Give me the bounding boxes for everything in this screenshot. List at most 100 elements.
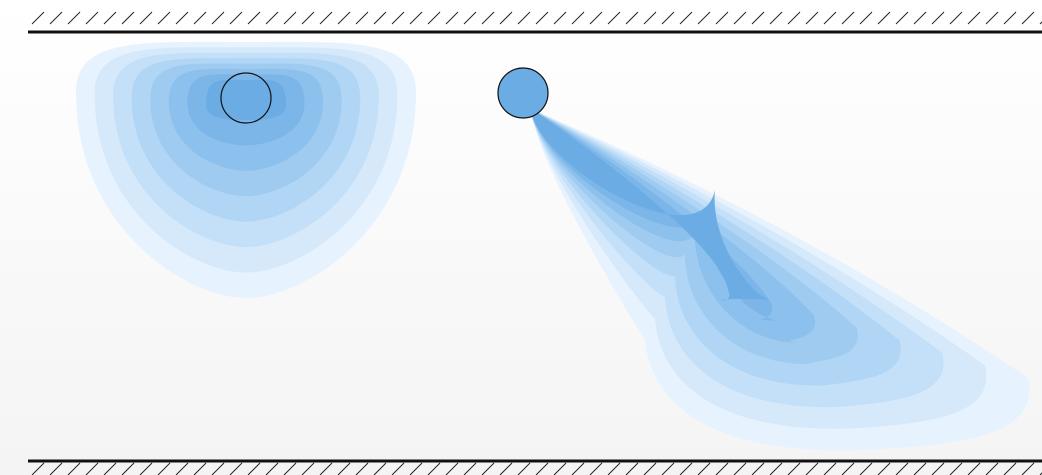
hatch-line [445, 11, 459, 25]
hatch-line [877, 11, 891, 25]
hatch-line [49, 462, 63, 475]
hatch-line [607, 462, 621, 475]
hatch-line [787, 11, 801, 25]
hatch-line [607, 11, 621, 25]
hatch-line [337, 11, 351, 25]
bottom-wall-hatching [31, 462, 1042, 475]
hatch-line [895, 11, 909, 25]
hatch-line [823, 11, 837, 25]
hatch-line [553, 462, 567, 475]
hatch-line [769, 11, 783, 25]
hatch-line [1003, 462, 1017, 475]
source-right [497, 67, 549, 119]
hatch-line [643, 462, 657, 475]
hatch-line [31, 11, 45, 25]
hatch-line [319, 11, 333, 25]
hatch-line [805, 11, 819, 25]
hatch-line [355, 11, 369, 25]
hatch-line [625, 11, 639, 25]
hatch-line [931, 11, 945, 25]
hatch-line [247, 11, 261, 25]
hatch-line [445, 462, 459, 475]
hatch-line [535, 11, 549, 25]
hatch-line [139, 11, 153, 25]
hatch-line [913, 462, 927, 475]
hatch-line [157, 462, 171, 475]
hatch-line [625, 462, 639, 475]
hatch-line [1021, 11, 1035, 25]
hatch-line [373, 11, 387, 25]
hatch-line [877, 462, 891, 475]
hatch-line [409, 462, 423, 475]
hatch-line [301, 462, 315, 475]
hatch-line [301, 11, 315, 25]
plume-left-contours [76, 41, 416, 299]
hatch-line [283, 462, 297, 475]
hatch-line [697, 462, 711, 475]
plume-right-contour [530, 108, 770, 301]
hatch-line [499, 462, 513, 475]
hatch-line [571, 462, 585, 475]
hatch-line [157, 11, 171, 25]
hatch-line [643, 11, 657, 25]
hatch-line [661, 11, 675, 25]
hatch-line [175, 11, 189, 25]
hatch-line [589, 462, 603, 475]
hatch-line [913, 11, 927, 25]
hatch-line [31, 462, 45, 475]
hatch-line [373, 462, 387, 475]
hatch-line [49, 11, 63, 25]
hatch-line [589, 11, 603, 25]
hatch-line [427, 462, 441, 475]
hatch-line [697, 11, 711, 25]
hatch-line [121, 462, 135, 475]
hatch-line [481, 462, 495, 475]
hatch-line [175, 462, 189, 475]
hatch-line [967, 11, 981, 25]
hatch-line [85, 462, 99, 475]
hatch-line [949, 11, 963, 25]
hatch-line [499, 11, 513, 25]
hatch-line [265, 462, 279, 475]
hatch-line [949, 462, 963, 475]
hatch-line [193, 462, 207, 475]
hatch-line [517, 11, 531, 25]
hatch-line [103, 11, 117, 25]
hatch-line [139, 462, 153, 475]
plume-left-contour [206, 79, 286, 120]
hatch-line [211, 11, 225, 25]
hatch-line [319, 462, 333, 475]
hatch-line [841, 11, 855, 25]
hatch-line [805, 462, 819, 475]
hatch-line [67, 462, 81, 475]
hatch-line [733, 462, 747, 475]
hatch-line [931, 462, 945, 475]
hatch-line [985, 11, 999, 25]
hatch-line [391, 11, 405, 25]
hatch-line [463, 11, 477, 25]
hatch-line [1003, 11, 1017, 25]
hatch-line [985, 462, 999, 475]
hatch-line [535, 462, 549, 475]
hatch-line [337, 462, 351, 475]
hatch-line [229, 462, 243, 475]
hatch-line [823, 462, 837, 475]
hatch-line [193, 11, 207, 25]
hatch-line [769, 462, 783, 475]
hatch-line [67, 11, 81, 25]
hatch-line [283, 11, 297, 25]
hatch-line [247, 462, 261, 475]
hatch-line [265, 11, 279, 25]
hatch-line [967, 462, 981, 475]
hatch-line [751, 462, 765, 475]
hatch-line [571, 11, 585, 25]
hatch-line [427, 11, 441, 25]
hatch-line [715, 462, 729, 475]
hatch-line [409, 11, 423, 25]
hatch-line [661, 462, 675, 475]
hatch-line [481, 11, 495, 25]
hatch-line [733, 11, 747, 25]
hatch-line [211, 462, 225, 475]
hatch-line [229, 11, 243, 25]
